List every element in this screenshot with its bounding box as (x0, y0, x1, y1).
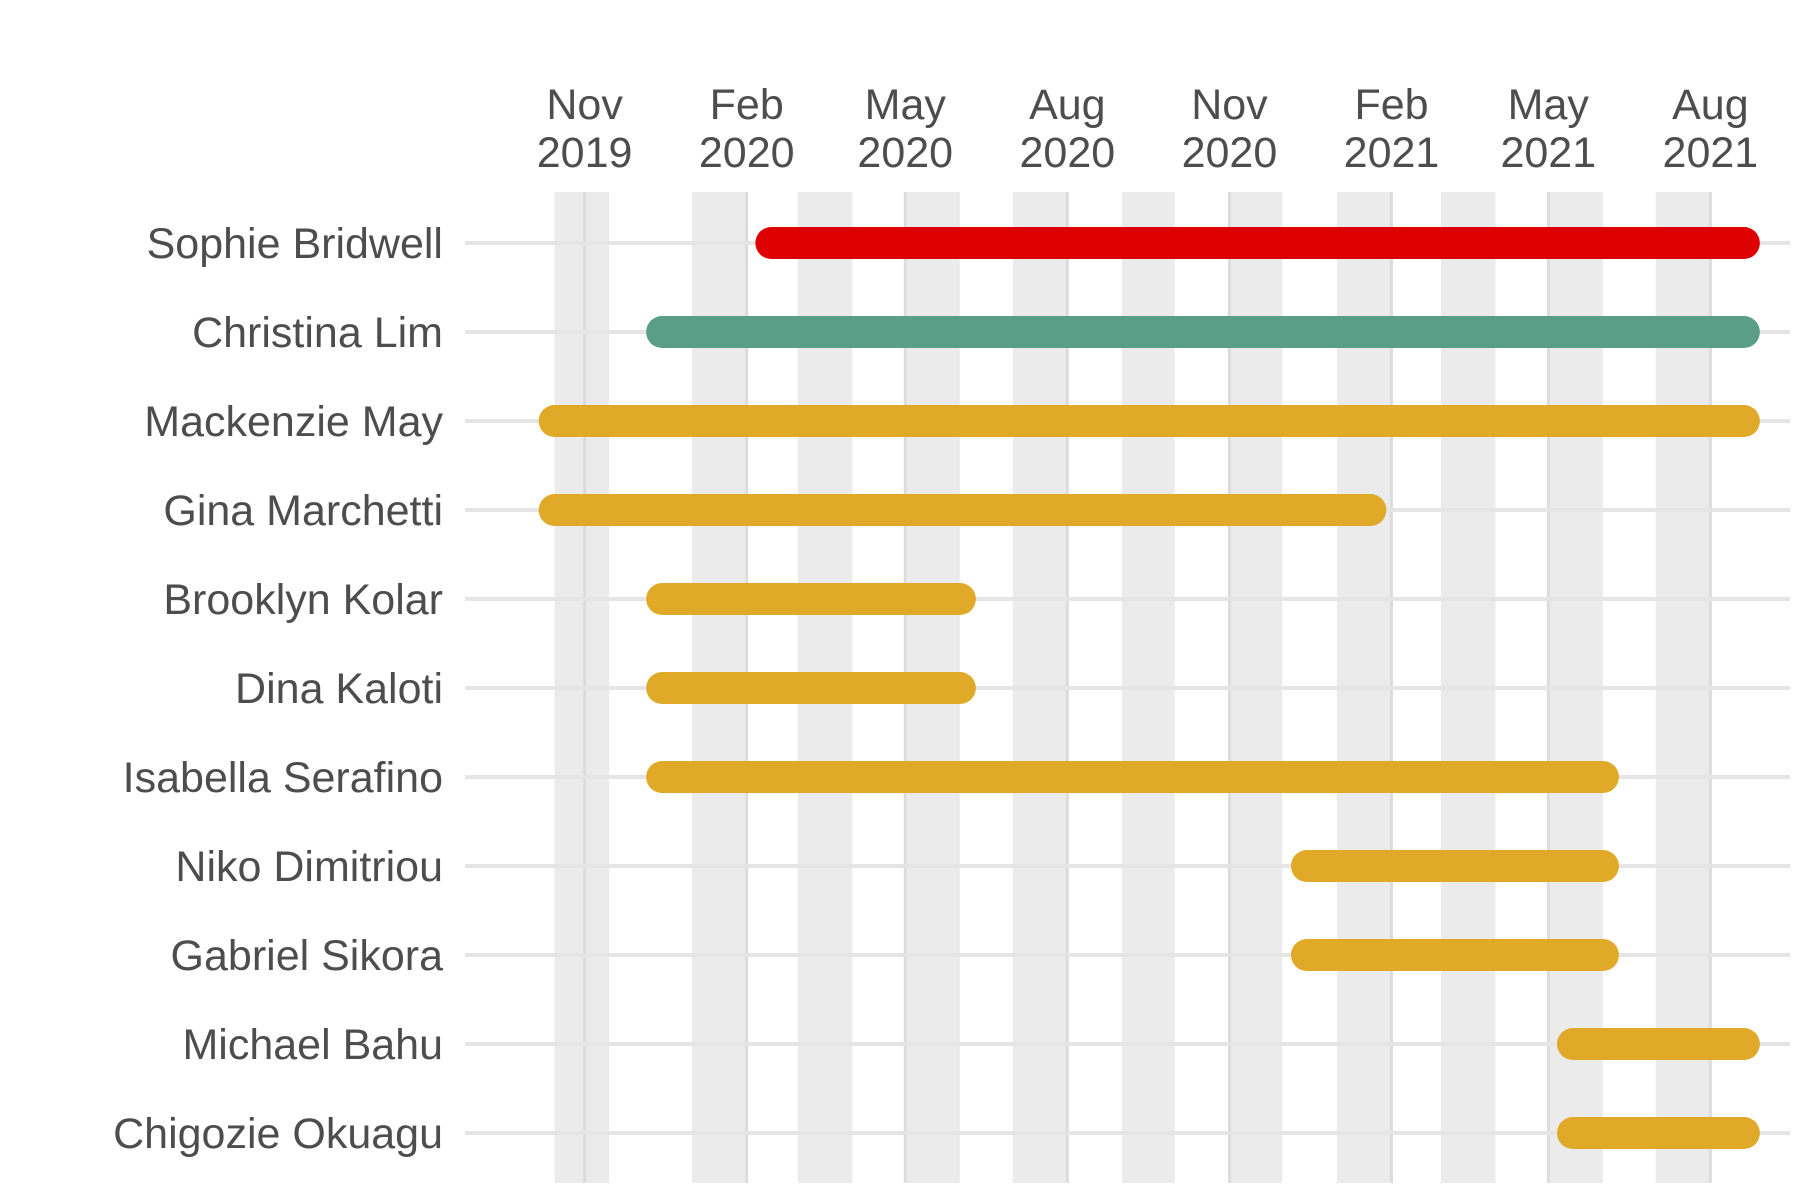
row-name-label: Sophie Bridwell (147, 220, 443, 268)
gridlines (465, 192, 1790, 1183)
row-name-label: Christina Lim (192, 309, 443, 357)
x-tick-label-month: Nov (546, 81, 623, 129)
row-name-label: Michael Bahu (182, 1021, 443, 1069)
x-tick-label-month: May (865, 81, 947, 129)
x-axis-tick-labels: Nov2019Feb2020May2020Aug2020Nov2020Feb20… (537, 81, 1758, 177)
row-name-label: Mackenzie May (144, 398, 443, 446)
x-tick-label-month: Nov (1191, 81, 1268, 129)
x-tick-label-month: May (1508, 81, 1590, 129)
x-tick-label-month: Aug (1029, 81, 1106, 129)
row-name-label: Dina Kaloti (235, 665, 443, 713)
x-tick-label-year: 2021 (1663, 129, 1759, 177)
row-name-label: Gina Marchetti (163, 487, 443, 535)
row-name-label: Niko Dimitriou (175, 843, 443, 891)
row-name-label: Chigozie Okuagu (113, 1110, 443, 1158)
timeline-bars (538, 227, 1760, 1149)
y-axis-name-labels: Sophie Bridwell Christina Lim Mackenzie Ma… (113, 220, 443, 1158)
row-name-label: Brooklyn Kolar (163, 576, 443, 624)
x-tick-label-month: Aug (1672, 81, 1749, 129)
x-tick-label-year: 2021 (1344, 129, 1440, 177)
row-name-label: Gabriel Sikora (171, 932, 444, 980)
x-tick-label-year: 2020 (1020, 129, 1116, 177)
row-name-label: Isabella Serafino (123, 754, 443, 802)
x-tick-label-month: Feb (710, 81, 784, 129)
x-tick-label-year: 2020 (1182, 129, 1278, 177)
x-tick-label-year: 2020 (857, 129, 953, 177)
x-tick-label-year: 2021 (1500, 129, 1596, 177)
x-tick-label-year: 2019 (537, 129, 633, 177)
x-tick-label-month: Feb (1354, 81, 1428, 129)
x-tick-label-year: 2020 (699, 129, 795, 177)
